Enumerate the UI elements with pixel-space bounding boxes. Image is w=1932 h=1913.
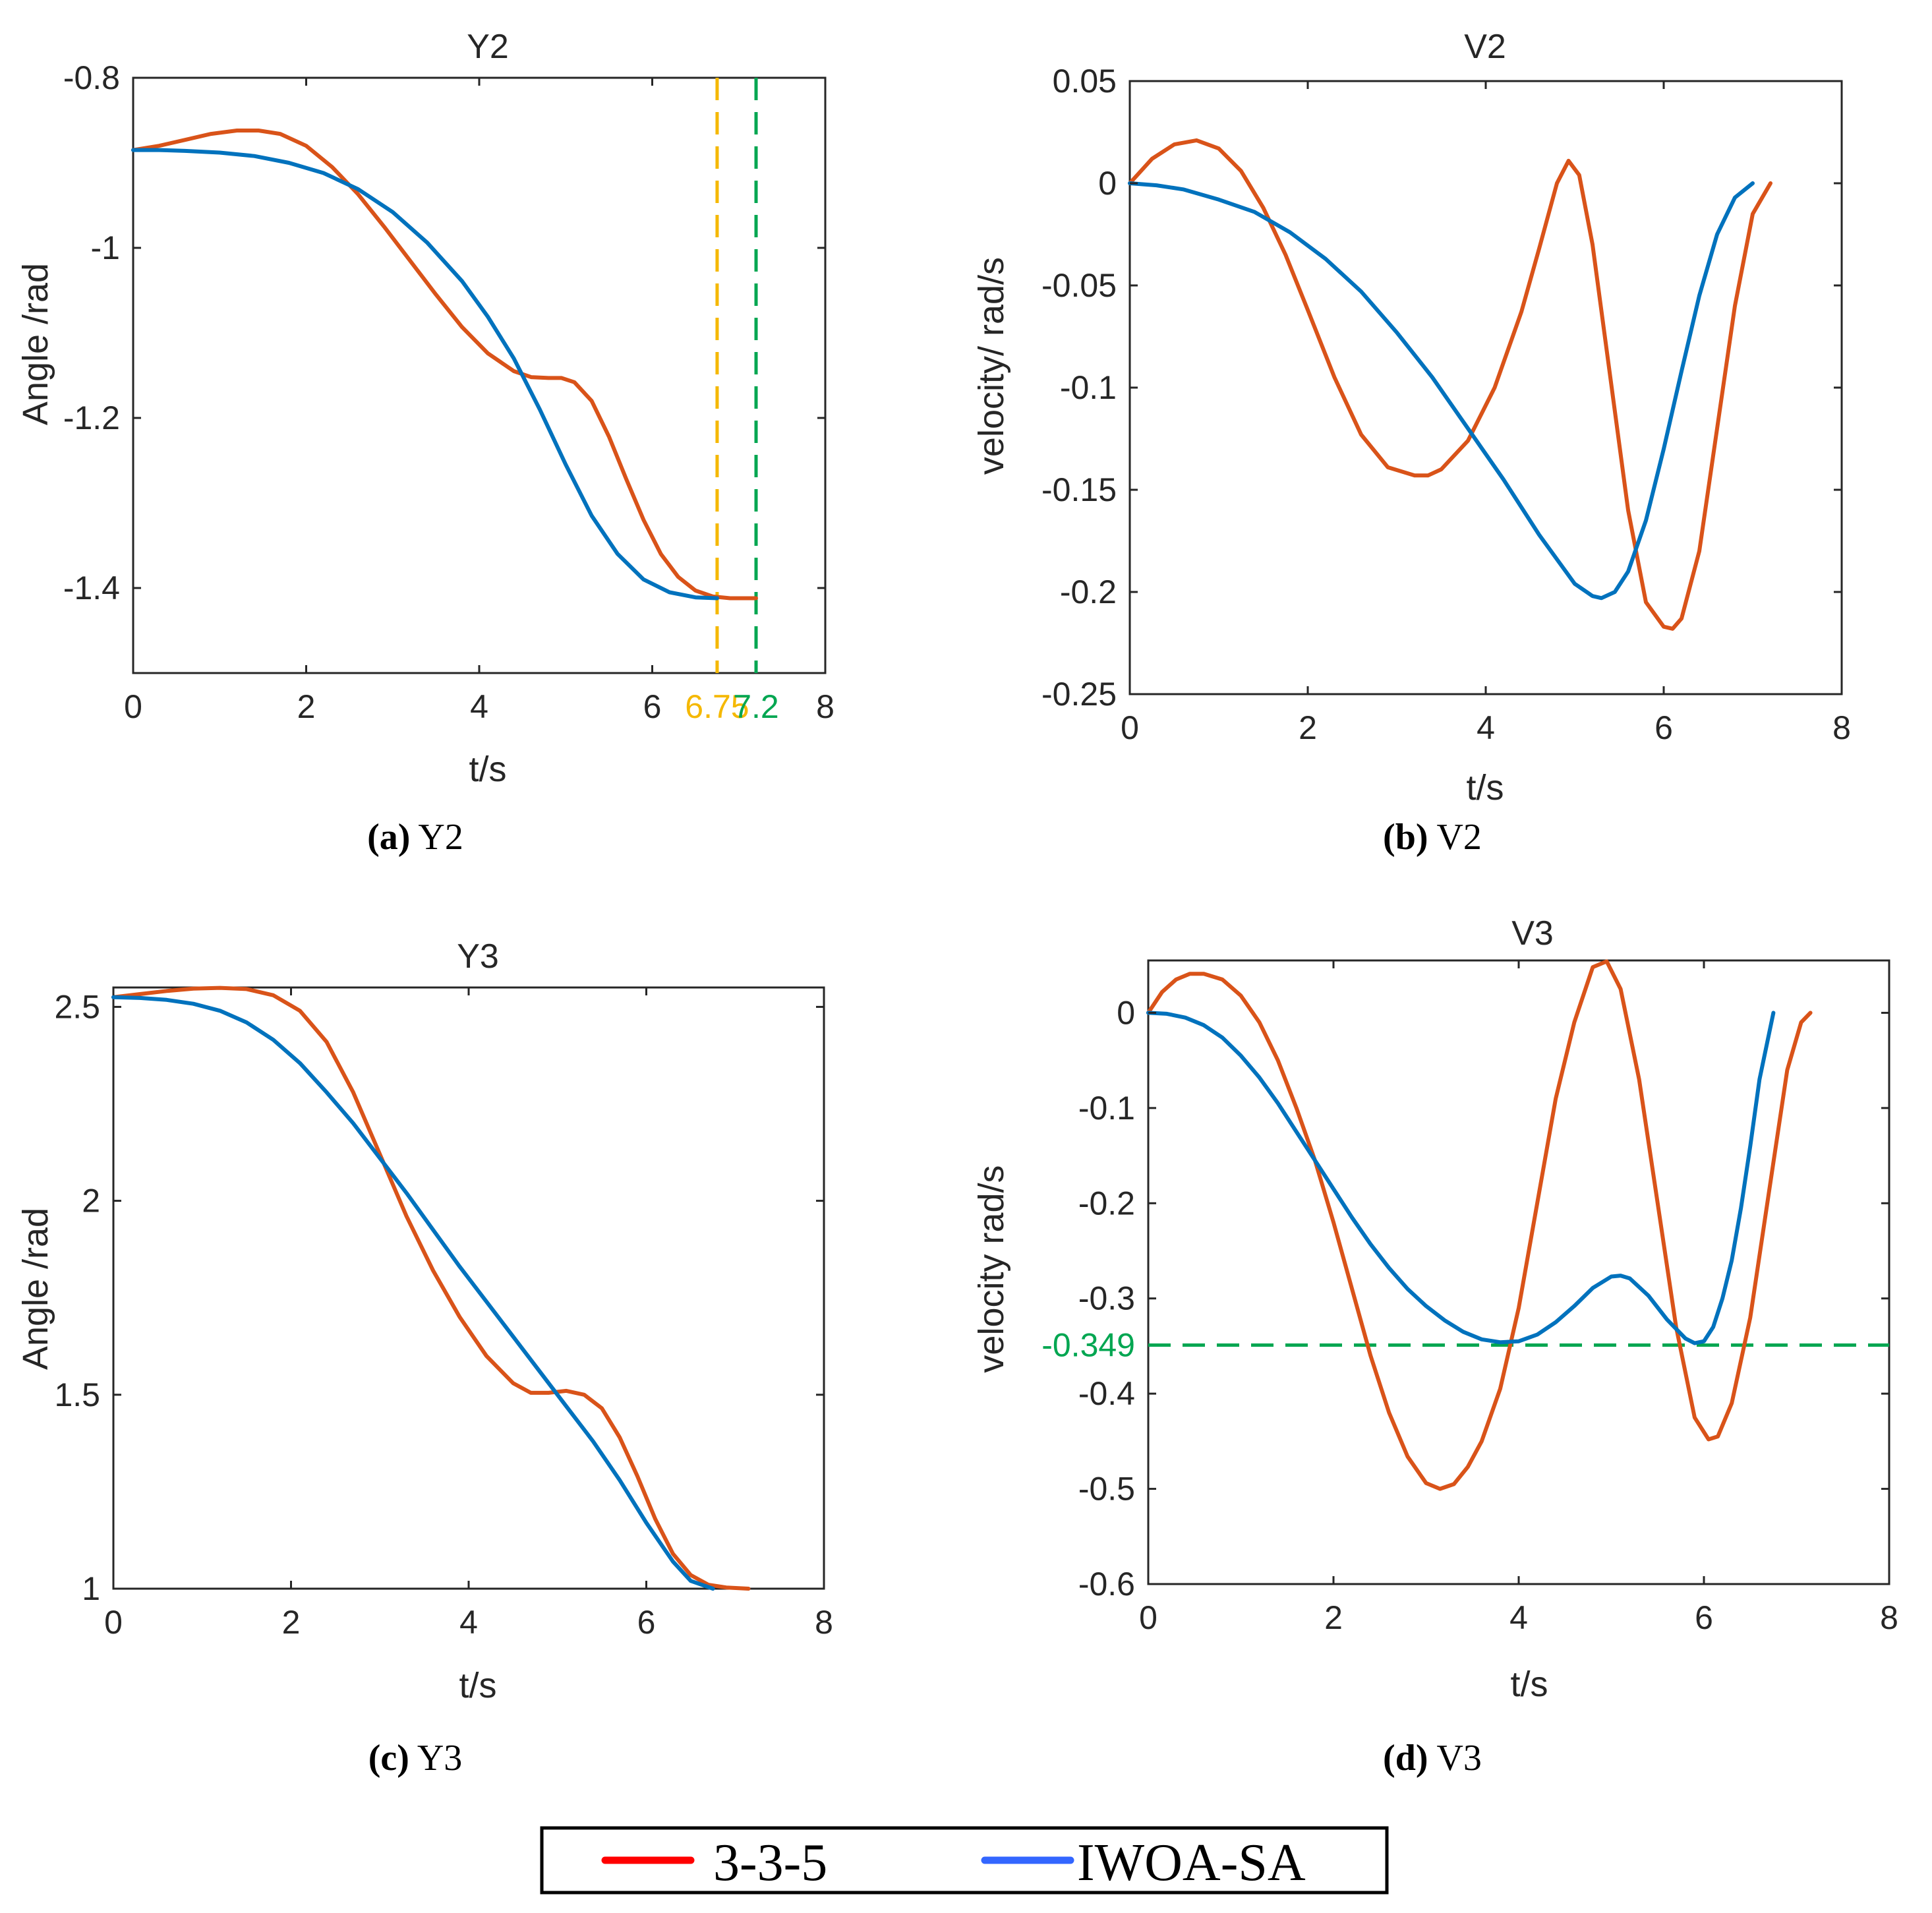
x-tick-label: 4 bbox=[1477, 709, 1495, 746]
x-tick-label: 2 bbox=[282, 1604, 301, 1641]
x-tick-label: 6 bbox=[643, 688, 662, 725]
y-tick-label: -1.4 bbox=[63, 570, 120, 606]
x-tick-label: 2 bbox=[297, 688, 316, 725]
x-tick-label: 4 bbox=[459, 1604, 478, 1641]
y-tick-label: -1 bbox=[91, 229, 120, 266]
y-tick-label: -0.6 bbox=[1078, 1566, 1135, 1603]
legend-label-3-3-5: 3-3-5 bbox=[713, 1834, 827, 1892]
series-line-3-3-5 bbox=[131, 129, 758, 601]
x-tick-label: 6.75 bbox=[685, 688, 749, 725]
series-line-iwoa-sa bbox=[131, 148, 719, 601]
y-tick-label: 0 bbox=[1098, 165, 1117, 202]
y-tick-label: 2.5 bbox=[54, 988, 100, 1025]
y-axis-label: velocity/ rad/s bbox=[972, 257, 1011, 475]
x-tick-label: 6 bbox=[1695, 1599, 1713, 1636]
x-tick-label: 8 bbox=[815, 1604, 833, 1641]
y-tick-label: -0.3 bbox=[1078, 1280, 1135, 1317]
panel-y3: Y3 0 2 4 6 8 2.5 2 1.5 1 t/s Angle /rad (c) Y3 bbox=[16, 937, 833, 1779]
y-tick-label: 1 bbox=[82, 1570, 100, 1607]
y-tick-label: -0.8 bbox=[63, 59, 120, 96]
y-tick-label: -0.5 bbox=[1078, 1471, 1135, 1508]
chart-title: V3 bbox=[1511, 914, 1554, 953]
panel-caption: (c) Y3 bbox=[368, 1738, 463, 1779]
panel-v2: V2 0 2 4 6 8 0.05 0 -0.05 -0.1 -0.15 -0.2 -0.25 t/s… bbox=[972, 28, 1851, 858]
x-tick-label: 6 bbox=[1654, 709, 1673, 746]
x-tick-label: 8 bbox=[1880, 1599, 1898, 1636]
y-tick-label: 0 bbox=[1117, 994, 1135, 1031]
caption-letter: (b) bbox=[1383, 817, 1428, 858]
x-tick-label: 4 bbox=[470, 688, 488, 725]
series-line-3-3-5 bbox=[1128, 138, 1772, 631]
x-tick-label: 2 bbox=[1299, 709, 1317, 746]
series-line-3-3-5 bbox=[111, 986, 751, 1591]
y-axis-label: velocity rad/s bbox=[972, 1165, 1011, 1372]
y-tick-label: 1.5 bbox=[54, 1376, 100, 1413]
x-axis-label: t/s bbox=[1466, 768, 1504, 808]
x-tick-label: 2 bbox=[1324, 1599, 1343, 1636]
x-tick-label: 7.2 bbox=[733, 688, 779, 725]
series-line-iwoa-sa bbox=[1128, 181, 1755, 601]
panel-caption: (d) V3 bbox=[1383, 1738, 1482, 1779]
chart-title: Y3 bbox=[457, 937, 499, 976]
y-tick-label: -0.2 bbox=[1060, 574, 1117, 610]
caption-letter: (a) bbox=[367, 817, 410, 858]
y-tick-label: -0.1 bbox=[1060, 369, 1117, 406]
series-line-3-3-5 bbox=[1146, 959, 1813, 1491]
chart-title: Y2 bbox=[467, 28, 509, 66]
x-tick-label: 6 bbox=[637, 1604, 656, 1641]
x-tick-label: 0 bbox=[124, 688, 142, 725]
y-tick-label: -1.2 bbox=[63, 399, 120, 436]
y-axis-label: Angle /rad bbox=[16, 263, 55, 425]
caption-label: Y3 bbox=[409, 1738, 462, 1779]
panel-caption: (b) V2 bbox=[1383, 817, 1482, 858]
x-axis-label: t/s bbox=[459, 1666, 496, 1705]
y-tick-label: 0.05 bbox=[1053, 63, 1117, 100]
x-tick-label: 0 bbox=[1121, 709, 1139, 746]
plot-frame bbox=[1128, 80, 1843, 695]
caption-label: Y2 bbox=[410, 817, 463, 858]
panel-caption: (a) Y2 bbox=[367, 817, 463, 858]
y-tick-label: -0.2 bbox=[1078, 1185, 1135, 1221]
y-axis-label: Angle /rad bbox=[16, 1208, 55, 1370]
x-tick-label: 8 bbox=[816, 688, 834, 725]
series-line-iwoa-sa bbox=[111, 995, 715, 1591]
panel-v3: V3 0 2 4 6 80-0.1-0.2-0.3-0.349-0.4-0.5-0.6 … bbox=[972, 914, 1898, 1779]
y-tick-label: -0.1 bbox=[1078, 1090, 1135, 1127]
caption-letter: (d) bbox=[1383, 1738, 1428, 1779]
x-axis-label: t/s bbox=[1510, 1664, 1548, 1704]
x-tick-label: 0 bbox=[104, 1604, 123, 1641]
x-tick-label: 4 bbox=[1509, 1599, 1528, 1636]
y-tick-label: 2 bbox=[82, 1183, 100, 1220]
plot-frame bbox=[112, 986, 825, 1590]
x-axis-label: t/s bbox=[469, 750, 506, 789]
x-tick-label: 8 bbox=[1832, 709, 1851, 746]
y-tick-label: -0.4 bbox=[1078, 1375, 1135, 1412]
legend: 3-3-5 IWOA-SA bbox=[540, 1826, 1389, 1895]
chart-title: V2 bbox=[1464, 28, 1506, 66]
panel-y2: Y2 0 2 4 6 6.757.2 8 -0.8 -1 -1.2 -1.4 t/s Angle … bbox=[16, 28, 834, 858]
caption-letter: (c) bbox=[368, 1738, 409, 1779]
x-tick-label: 0 bbox=[1139, 1599, 1157, 1636]
plot-frame bbox=[132, 76, 827, 674]
series-line-iwoa-sa bbox=[1146, 1011, 1776, 1345]
plot-frame bbox=[1147, 959, 1890, 1585]
caption-label: V2 bbox=[1428, 817, 1482, 858]
caption-label: V3 bbox=[1428, 1738, 1482, 1779]
legend-label-iwoa-sa: IWOA-SA bbox=[1077, 1834, 1306, 1892]
y-tick-label: -0.349 bbox=[1041, 1326, 1135, 1363]
y-tick-label: -0.05 bbox=[1041, 267, 1117, 304]
y-tick-label: -0.25 bbox=[1041, 676, 1117, 713]
y-tick-label: -0.15 bbox=[1041, 471, 1117, 508]
